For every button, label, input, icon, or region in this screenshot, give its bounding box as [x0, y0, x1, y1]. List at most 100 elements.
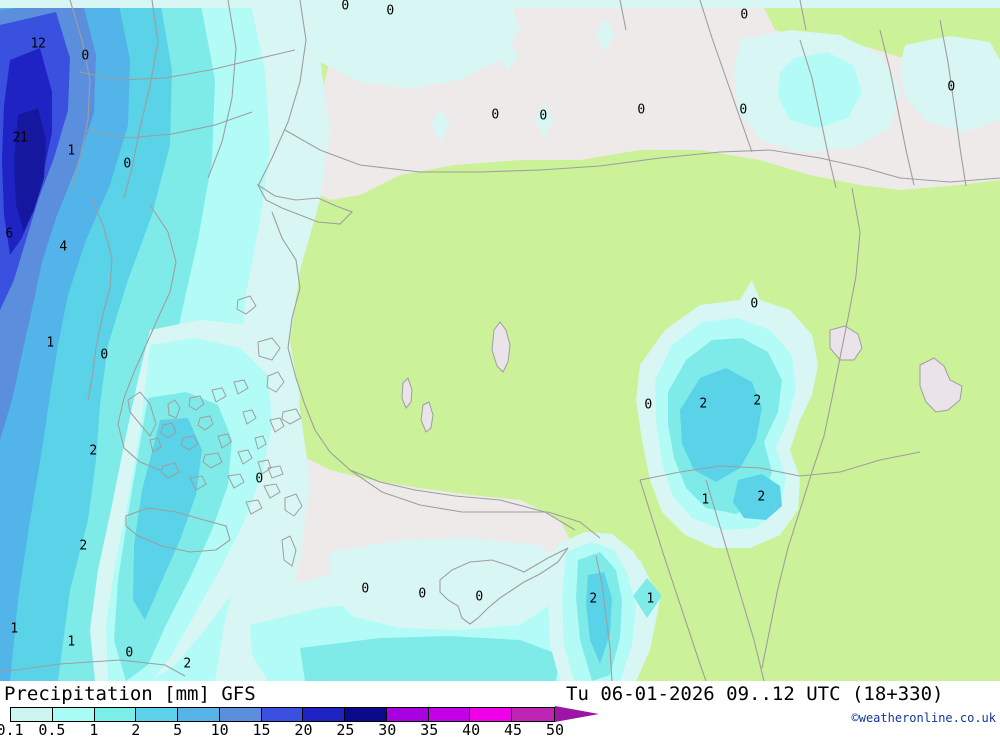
island-10 — [160, 462, 180, 479]
legend-overflow-arrow — [555, 706, 599, 722]
legend-tick-40: 40 — [462, 721, 481, 739]
precip-value-label: 0 — [750, 296, 758, 312]
legend-swatch-20 — [303, 708, 346, 721]
precip-value-label: 2 — [753, 393, 761, 409]
precip-speck-2 — [431, 108, 450, 142]
legend-tick-10: 10 — [210, 721, 229, 739]
legend-tick-15: 15 — [252, 721, 271, 739]
island-11 — [189, 475, 207, 491]
legend-tick-50: 50 — [545, 721, 565, 739]
legend-swatch-35 — [428, 708, 471, 721]
lake-urmia — [829, 325, 863, 361]
coast-aegean-turkey — [271, 211, 576, 531]
precip-value-label: 0 — [739, 102, 747, 118]
precip-value-label: 0 — [947, 79, 955, 95]
legend-swatch-25 — [345, 708, 387, 721]
map-canvas[interactable] — [0, 0, 1000, 681]
precip-value-label: 2 — [89, 443, 97, 459]
precip-blacksea-group — [0, 0, 1000, 152]
border-iraq-syria — [639, 479, 707, 681]
precip-value-label: 0 — [386, 3, 394, 19]
precip-speck-1 — [435, 45, 452, 78]
coast-north-africa — [0, 659, 186, 677]
precip-2-levant — [586, 572, 612, 664]
legend-tick-30: 30 — [378, 721, 397, 739]
lake-egirdir — [420, 401, 434, 433]
precip-0.5-blacksea-e — [778, 52, 862, 128]
precip-value-label: 1 — [67, 143, 75, 159]
island-9 — [237, 449, 253, 465]
legend-tick-labels: 0.1 0.5 1 2 5 10 15 20 25 30 35 40 45 50 — [0, 721, 610, 739]
legend-swatch-2 — [136, 708, 179, 721]
precip-value-label: 1 — [10, 621, 18, 637]
coast-levant — [595, 555, 613, 681]
precip-speck-3 — [498, 38, 518, 72]
border-caucasus-1 — [799, 39, 837, 189]
coast-greece-west — [87, 197, 113, 401]
precip-value-label: 6 — [5, 226, 13, 242]
island-2 — [188, 395, 205, 411]
legend-tick-0.1: 0.1 — [0, 721, 24, 739]
precip-0.1-cyprus-sea — [330, 538, 556, 630]
aegean-islands-group — [127, 295, 303, 567]
island-6 — [149, 437, 162, 453]
lake-tuz — [491, 321, 511, 373]
precip-20-core — [14, 108, 46, 232]
precip-aegean-group — [90, 320, 300, 681]
precip-1-levant-diamond — [633, 578, 662, 618]
border-balkan-3 — [207, 0, 237, 179]
border-balkan-2 — [123, 0, 159, 199]
precip-speck-4 — [535, 103, 554, 138]
precip-value-label: 2 — [183, 656, 191, 672]
border-north-3 — [619, 0, 627, 31]
map-footer: Precipitation [mm] GFS Tu 06-01-2026 09.… — [0, 681, 1000, 738]
legend-swatch-0.5 — [52, 708, 95, 721]
precip-value-label: 21 — [12, 130, 28, 146]
precip-levant-group — [548, 532, 662, 681]
precip-value-label: 0 — [475, 589, 483, 605]
precip-value-label: 0 — [361, 581, 369, 597]
precip-value-label: 1 — [701, 492, 709, 508]
precip-value-label: 1 — [646, 591, 654, 607]
precip-2-se-lobe — [733, 474, 782, 520]
island-4 — [197, 415, 214, 431]
precip-value-label: 2 — [699, 396, 707, 412]
border-turkey-east-1 — [761, 187, 861, 669]
precip-value-label: 1 — [46, 335, 54, 351]
island-lesvos — [257, 337, 281, 361]
precip-value-label: 4 — [59, 239, 67, 255]
legend-swatch-10 — [219, 708, 262, 721]
coast-black-sea-south — [284, 129, 1000, 183]
island-evia — [127, 391, 157, 437]
precip-0.1-blacksea-top — [0, 0, 1000, 8]
legend-tick-5: 5 — [173, 721, 183, 739]
coast-med-turkey — [349, 469, 601, 539]
island-19 — [211, 387, 227, 403]
island-8 — [202, 452, 223, 469]
precipitation-map[interactable]: 12 21 6 4 1 0 0 1 0 2 2 1 1 0 2 0 0 0 0 0 0 0 0 0 0 0 2 2 1 2 0 0 0 2 1 — [0, 0, 1000, 681]
precip-value-label: 0 — [125, 645, 133, 661]
island-kos — [267, 465, 284, 479]
precip-0.1-blacksea-ne — [900, 36, 1000, 132]
legend-tick-2: 2 — [131, 721, 141, 739]
border-syria-east — [705, 479, 765, 681]
precip-0.1-blacksea-w — [300, 0, 520, 88]
precip-value-label: 12 — [30, 36, 46, 52]
precip-2-aegean — [133, 418, 202, 620]
copyright-notice: ©weatheronline.co.uk — [851, 711, 997, 725]
forecast-datetime: Tu 06-01-2026 09..12 UTC (18+330) — [566, 683, 944, 705]
border-caucasus-3 — [939, 19, 967, 187]
island-samos — [281, 408, 302, 425]
precip-value-label: 0 — [539, 108, 547, 124]
precip-value-label: 2 — [757, 489, 765, 505]
precip-cyprus-group — [330, 538, 556, 630]
precip-speck-5 — [596, 18, 615, 52]
chart-title: Precipitation [mm] GFS — [4, 683, 256, 705]
coast-greece-east — [117, 204, 177, 471]
precip-se-turkey-group — [636, 280, 818, 548]
legend-tick-1: 1 — [89, 721, 99, 739]
precip-value-label: 0 — [123, 156, 131, 172]
island-1 — [167, 399, 181, 419]
legend-color-bar — [10, 707, 555, 722]
island-5 — [180, 435, 199, 451]
